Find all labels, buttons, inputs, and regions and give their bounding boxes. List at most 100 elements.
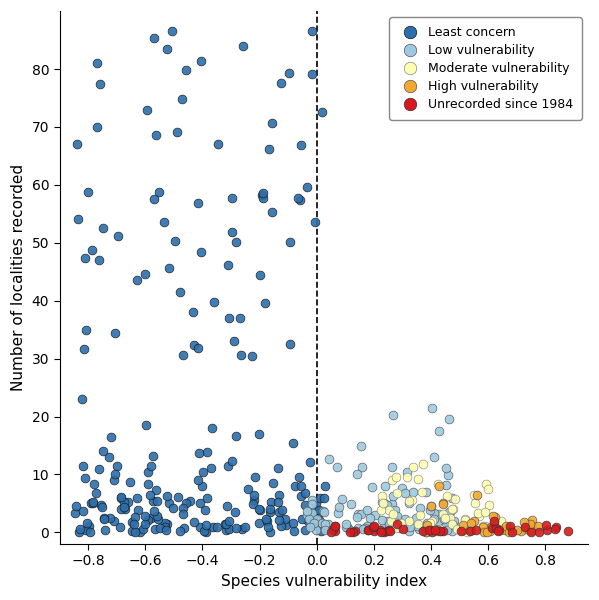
Point: [202, 448, 212, 457]
Point: [71, 508, 80, 517]
Point: [82, 518, 92, 528]
Point: [424, 525, 434, 535]
Point: [490, 512, 500, 521]
Point: [392, 518, 402, 527]
Point: [368, 522, 377, 532]
Point: [153, 514, 163, 524]
Point: [261, 298, 270, 307]
Point: [265, 527, 275, 536]
Point: [96, 500, 106, 509]
Point: [442, 525, 452, 535]
Point: [230, 508, 240, 517]
Point: [127, 526, 137, 536]
Point: [152, 485, 161, 494]
Point: [425, 525, 435, 535]
Point: [289, 439, 298, 448]
Point: [325, 454, 334, 464]
Point: [80, 344, 89, 353]
Point: [469, 516, 479, 526]
Point: [526, 525, 536, 535]
Point: [155, 524, 165, 533]
Point: [130, 527, 140, 536]
Point: [320, 482, 329, 491]
Point: [223, 461, 233, 471]
Point: [363, 525, 373, 535]
Point: [413, 519, 423, 529]
Point: [387, 462, 397, 472]
Point: [167, 26, 176, 36]
Point: [179, 523, 189, 533]
Point: [388, 410, 398, 420]
Point: [394, 515, 403, 525]
Point: [285, 238, 295, 247]
Point: [138, 524, 148, 534]
Point: [458, 520, 468, 530]
Point: [117, 493, 126, 502]
Point: [248, 499, 258, 509]
Point: [472, 490, 482, 500]
Point: [483, 484, 492, 494]
Point: [383, 516, 392, 526]
Point: [225, 313, 234, 323]
Point: [443, 470, 453, 480]
Point: [541, 520, 550, 530]
Point: [376, 505, 386, 515]
Point: [100, 525, 110, 535]
Point: [308, 506, 318, 516]
Point: [243, 484, 253, 493]
Point: [435, 427, 444, 436]
Point: [429, 514, 438, 523]
Point: [485, 526, 495, 535]
Point: [320, 508, 329, 517]
Point: [404, 496, 413, 506]
Point: [164, 499, 174, 508]
Point: [489, 517, 499, 527]
Point: [196, 247, 206, 257]
Point: [427, 517, 437, 526]
Point: [229, 337, 239, 346]
Point: [449, 516, 458, 526]
Point: [255, 505, 265, 515]
Point: [168, 503, 177, 513]
Point: [277, 505, 287, 514]
Point: [255, 429, 264, 439]
Point: [438, 509, 448, 519]
Point: [206, 464, 216, 473]
Point: [379, 499, 388, 508]
Point: [181, 65, 191, 74]
Point: [426, 502, 436, 511]
Point: [238, 524, 247, 534]
Point: [474, 511, 484, 521]
Point: [81, 325, 90, 335]
Point: [449, 505, 458, 514]
Point: [491, 523, 500, 532]
Point: [330, 521, 340, 530]
Point: [434, 479, 443, 488]
Point: [123, 497, 133, 507]
Point: [149, 506, 159, 516]
Point: [109, 517, 119, 526]
Point: [81, 253, 90, 263]
Point: [196, 56, 205, 66]
Point: [140, 269, 149, 278]
Point: [469, 491, 479, 500]
Point: [443, 519, 453, 529]
Point: [316, 493, 325, 503]
Point: [266, 497, 276, 506]
Point: [346, 499, 356, 509]
Point: [447, 494, 456, 503]
Point: [307, 500, 317, 509]
Point: [314, 506, 323, 515]
Point: [356, 441, 365, 451]
Point: [320, 493, 329, 503]
Point: [164, 263, 173, 272]
Point: [181, 498, 190, 508]
Point: [433, 526, 443, 535]
Point: [307, 496, 317, 505]
Point: [334, 502, 344, 512]
Point: [126, 478, 135, 487]
Point: [231, 523, 240, 533]
Point: [308, 520, 317, 530]
Point: [392, 488, 402, 498]
Point: [99, 446, 108, 455]
